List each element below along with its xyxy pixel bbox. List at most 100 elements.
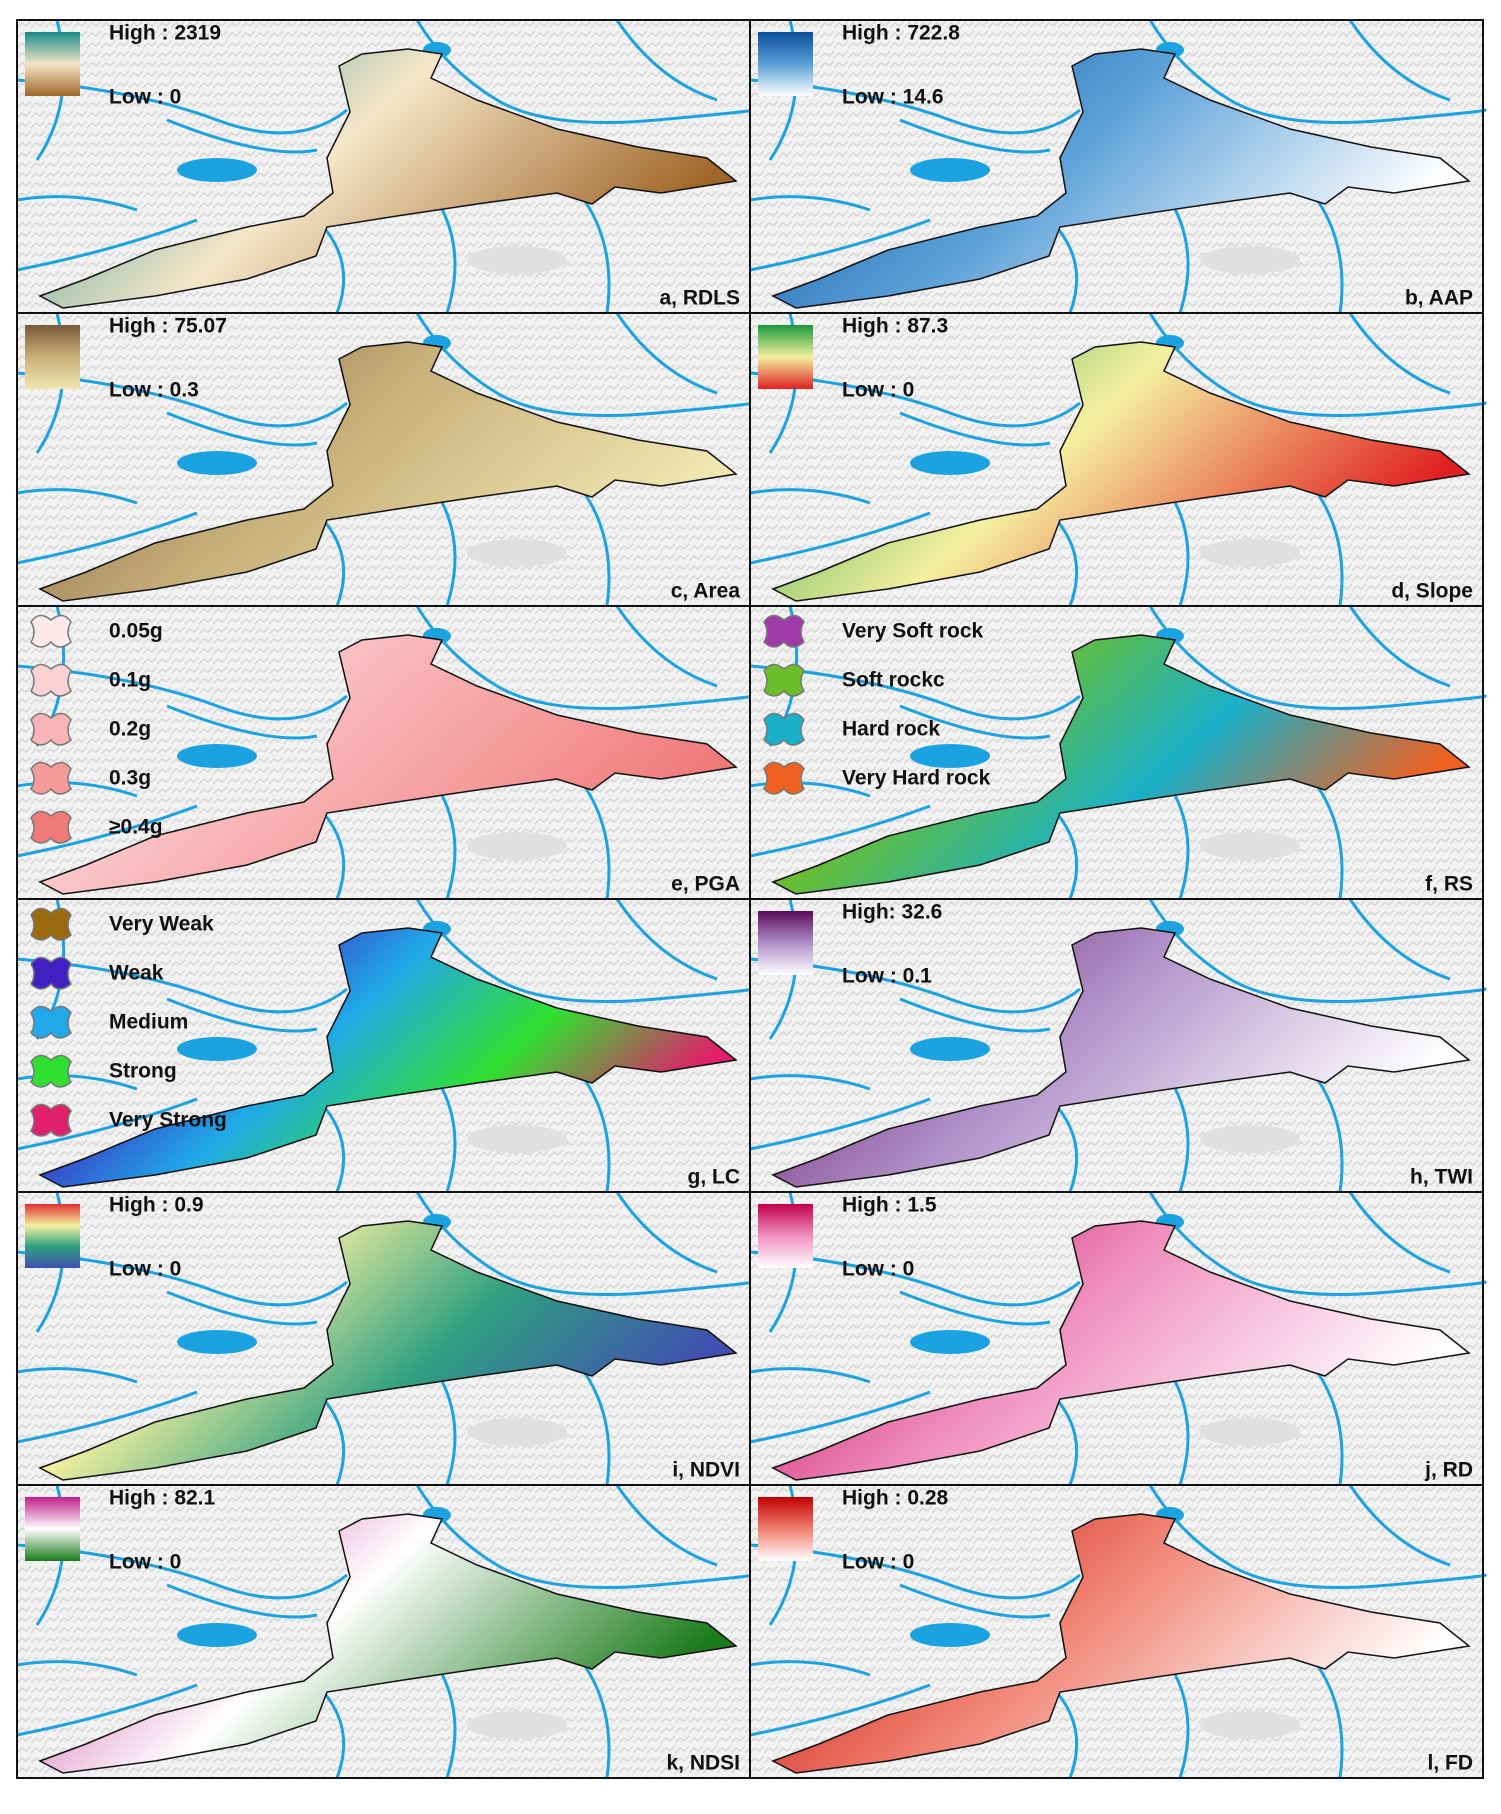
legend-swatch: [30, 1054, 72, 1088]
river: [749, 195, 871, 212]
river: [899, 118, 1051, 154]
panel-border: [749, 1484, 1484, 1779]
river: [749, 1250, 1081, 1307]
legend-swatch: [763, 712, 805, 746]
study-area: [771, 927, 1471, 1188]
river: [16, 1097, 198, 1151]
lake: [177, 158, 257, 182]
legend-low: Low : 0.1: [842, 965, 932, 988]
river: [415, 898, 754, 1003]
lake: [177, 451, 257, 475]
panel-label: h, TWI: [1410, 1166, 1473, 1189]
lake: [1200, 1125, 1300, 1153]
river: [16, 1543, 348, 1600]
legend-swatch: [763, 663, 805, 697]
river: [1348, 19, 1451, 102]
legend-high: High : 0.28: [842, 1487, 949, 1510]
panel-label: d, Slope: [1391, 580, 1473, 603]
legend-item: Very Weak: [109, 913, 214, 936]
legend-item: Very Soft rock: [842, 620, 984, 643]
river: [166, 1583, 318, 1619]
map-panel: High: 32.6 Low : 0.1 h, TWI: [749, 898, 1487, 1193]
river: [749, 1543, 1081, 1600]
river: [415, 19, 754, 124]
river: [435, 1078, 457, 1193]
lake: [1200, 539, 1300, 567]
legend-item: Very Strong: [109, 1109, 227, 1132]
map-panel: High : 722.8 Low : 14.6 b, AAP: [749, 19, 1487, 314]
lake: [467, 1125, 567, 1153]
legend-swatch: [763, 761, 805, 795]
study-area: [771, 341, 1471, 602]
river: [615, 312, 718, 395]
legend-ramp: [758, 911, 813, 975]
river: [1348, 898, 1451, 981]
legend-low: Low : 0.3: [109, 379, 199, 402]
river: [16, 511, 198, 565]
map-panel: High : 0.9 Low : 0 i, NDVI: [16, 1191, 754, 1486]
lake: [1200, 246, 1300, 274]
river: [435, 199, 457, 314]
river: [1168, 785, 1190, 900]
lake: [910, 744, 990, 768]
legend-high: High: 32.6: [842, 901, 942, 924]
lake: [910, 1330, 990, 1354]
lake: [467, 539, 567, 567]
river: [749, 664, 1081, 721]
map-panel: High : 0.28 Low : 0 l, FD: [749, 1484, 1487, 1779]
river: [166, 997, 318, 1033]
river: [16, 371, 348, 428]
river: [1168, 1078, 1190, 1193]
panel-label: k, NDSI: [666, 1752, 740, 1775]
river: [899, 997, 1051, 1033]
river: [1148, 312, 1487, 417]
river: [16, 1074, 138, 1091]
legend-item: Medium: [109, 1011, 188, 1034]
river: [749, 1660, 871, 1677]
river: [16, 1367, 138, 1384]
river: [615, 898, 718, 981]
river: [749, 511, 931, 565]
river: [615, 1191, 718, 1274]
legend-ramp: [758, 1204, 813, 1268]
panel-label: c, Area: [671, 580, 741, 603]
legend-swatch: [30, 956, 72, 990]
river: [615, 19, 718, 102]
panel-label: j, RD: [1424, 1459, 1473, 1482]
river: [415, 312, 754, 417]
legend-ramp: [758, 325, 813, 389]
legend-item: 0.05g: [109, 620, 163, 643]
river: [1348, 312, 1451, 395]
river: [749, 1367, 871, 1384]
river: [1348, 1484, 1451, 1567]
river: [435, 492, 457, 607]
river: [16, 1250, 348, 1307]
river: [749, 218, 931, 272]
river: [16, 78, 348, 135]
river: [749, 78, 1081, 135]
river: [1168, 1371, 1190, 1486]
river: [435, 1664, 457, 1779]
map-panel: 0.05g 0.1g 0.2g 0.3g ≥0.4g e, PGA: [16, 605, 754, 900]
legend-ramp: [758, 32, 813, 96]
legend-high: High : 82.1: [109, 1487, 216, 1510]
panel-label: e, PGA: [671, 873, 740, 896]
legend-high: High : 2319: [109, 22, 221, 45]
legend-low: Low : 0: [842, 1258, 914, 1281]
river: [1168, 1664, 1190, 1779]
legend-swatch: [30, 712, 72, 746]
river: [16, 781, 138, 798]
study-area: [38, 1513, 738, 1774]
river: [166, 411, 318, 447]
river: [1148, 19, 1487, 124]
legend-swatch: [30, 1103, 72, 1137]
study-area: [771, 1220, 1471, 1481]
legend-item: ≥0.4g: [109, 816, 163, 839]
river: [415, 605, 754, 710]
panel-label: l, FD: [1428, 1752, 1474, 1775]
legend-low: Low : 0: [109, 86, 181, 109]
lake: [910, 158, 990, 182]
river: [1348, 605, 1451, 688]
legend-swatch: [30, 810, 72, 844]
legend-ramp: [25, 1497, 80, 1561]
